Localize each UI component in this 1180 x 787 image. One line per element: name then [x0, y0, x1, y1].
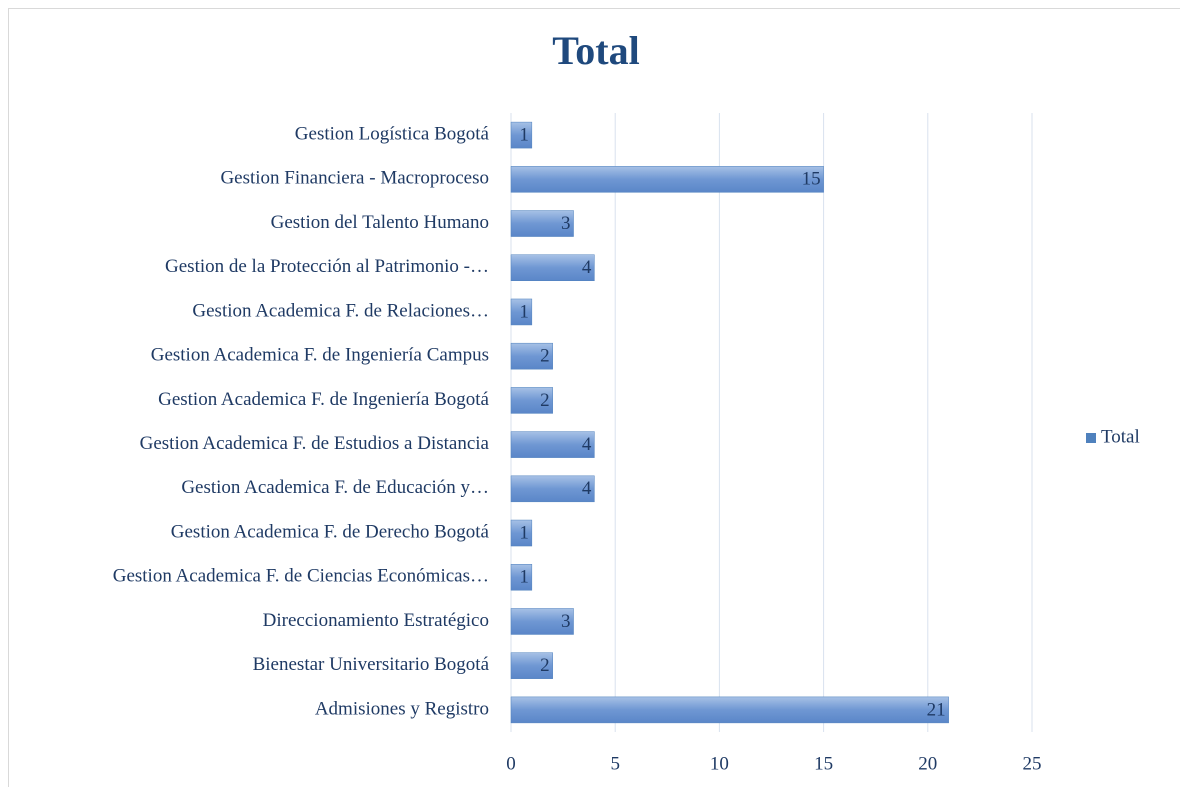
y-tick-label: Gestion Academica F. de Relaciones…: [192, 300, 489, 321]
data-label: 21: [927, 699, 946, 720]
legend-swatch: [1086, 433, 1096, 443]
data-label: 3: [561, 611, 571, 632]
y-tick-label: Bienestar Universitario Bogotá: [253, 654, 490, 675]
data-label: 4: [582, 478, 592, 499]
bar: [510, 475, 595, 503]
y-tick-label: Gestion Logística Bogotá: [295, 123, 490, 144]
y-tick-label: Gestion Academica F. de Ingeniería Campu…: [151, 345, 489, 366]
x-tick-label: 10: [710, 753, 729, 774]
y-tick-label: Gestion Financiera - Macroproceso: [220, 168, 489, 189]
y-tick-label: Gestion Academica F. de Estudios a Dista…: [140, 433, 490, 454]
x-tick-label: 5: [610, 753, 620, 774]
bar: [510, 564, 533, 591]
bar: [510, 166, 824, 193]
y-tick-label: Admisiones y Registro: [315, 698, 489, 719]
bar: [510, 298, 533, 326]
bar: [510, 254, 595, 281]
x-tick-label: 20: [918, 753, 937, 774]
y-tick-label: Gestion de la Protección al Patrimonio -…: [165, 256, 489, 277]
bar: [510, 210, 574, 237]
data-label: 4: [582, 257, 592, 278]
y-tick-label: Direccionamiento Estratégico: [263, 610, 489, 631]
data-label: 15: [802, 169, 821, 190]
data-label: 1: [519, 124, 529, 145]
data-label: 3: [561, 213, 571, 234]
data-label: 4: [582, 434, 592, 455]
data-label: 1: [519, 522, 529, 543]
x-tick-label: 25: [1023, 753, 1042, 774]
bar: [510, 342, 553, 370]
y-tick-label: Gestion Academica F. de Derecho Bogotá: [171, 521, 490, 542]
data-label: 1: [519, 301, 529, 322]
legend-label: Total: [1101, 426, 1140, 447]
bar: [510, 519, 533, 547]
chart-border: [8, 8, 1180, 787]
bar: [510, 121, 533, 149]
y-tick-label: Gestion Academica F. de Ciencias Económi…: [113, 566, 489, 587]
x-tick-label: 0: [506, 753, 516, 774]
data-label: 2: [540, 655, 550, 676]
data-label: 2: [540, 346, 550, 367]
bar: [510, 608, 574, 635]
y-tick-label: Gestion Academica F. de Educación y…: [181, 477, 489, 498]
bar: [510, 431, 595, 458]
bar: [510, 387, 553, 414]
bar: [510, 652, 553, 679]
y-tick-label: Gestion Academica F. de Ingeniería Bogot…: [158, 389, 489, 410]
data-label: 1: [519, 567, 529, 588]
x-tick-label: 15: [814, 753, 833, 774]
chart-title: Total: [552, 28, 639, 73]
bar: [510, 696, 949, 724]
y-tick-label: Gestion del Talento Humano: [271, 212, 489, 233]
data-label: 2: [540, 390, 550, 411]
